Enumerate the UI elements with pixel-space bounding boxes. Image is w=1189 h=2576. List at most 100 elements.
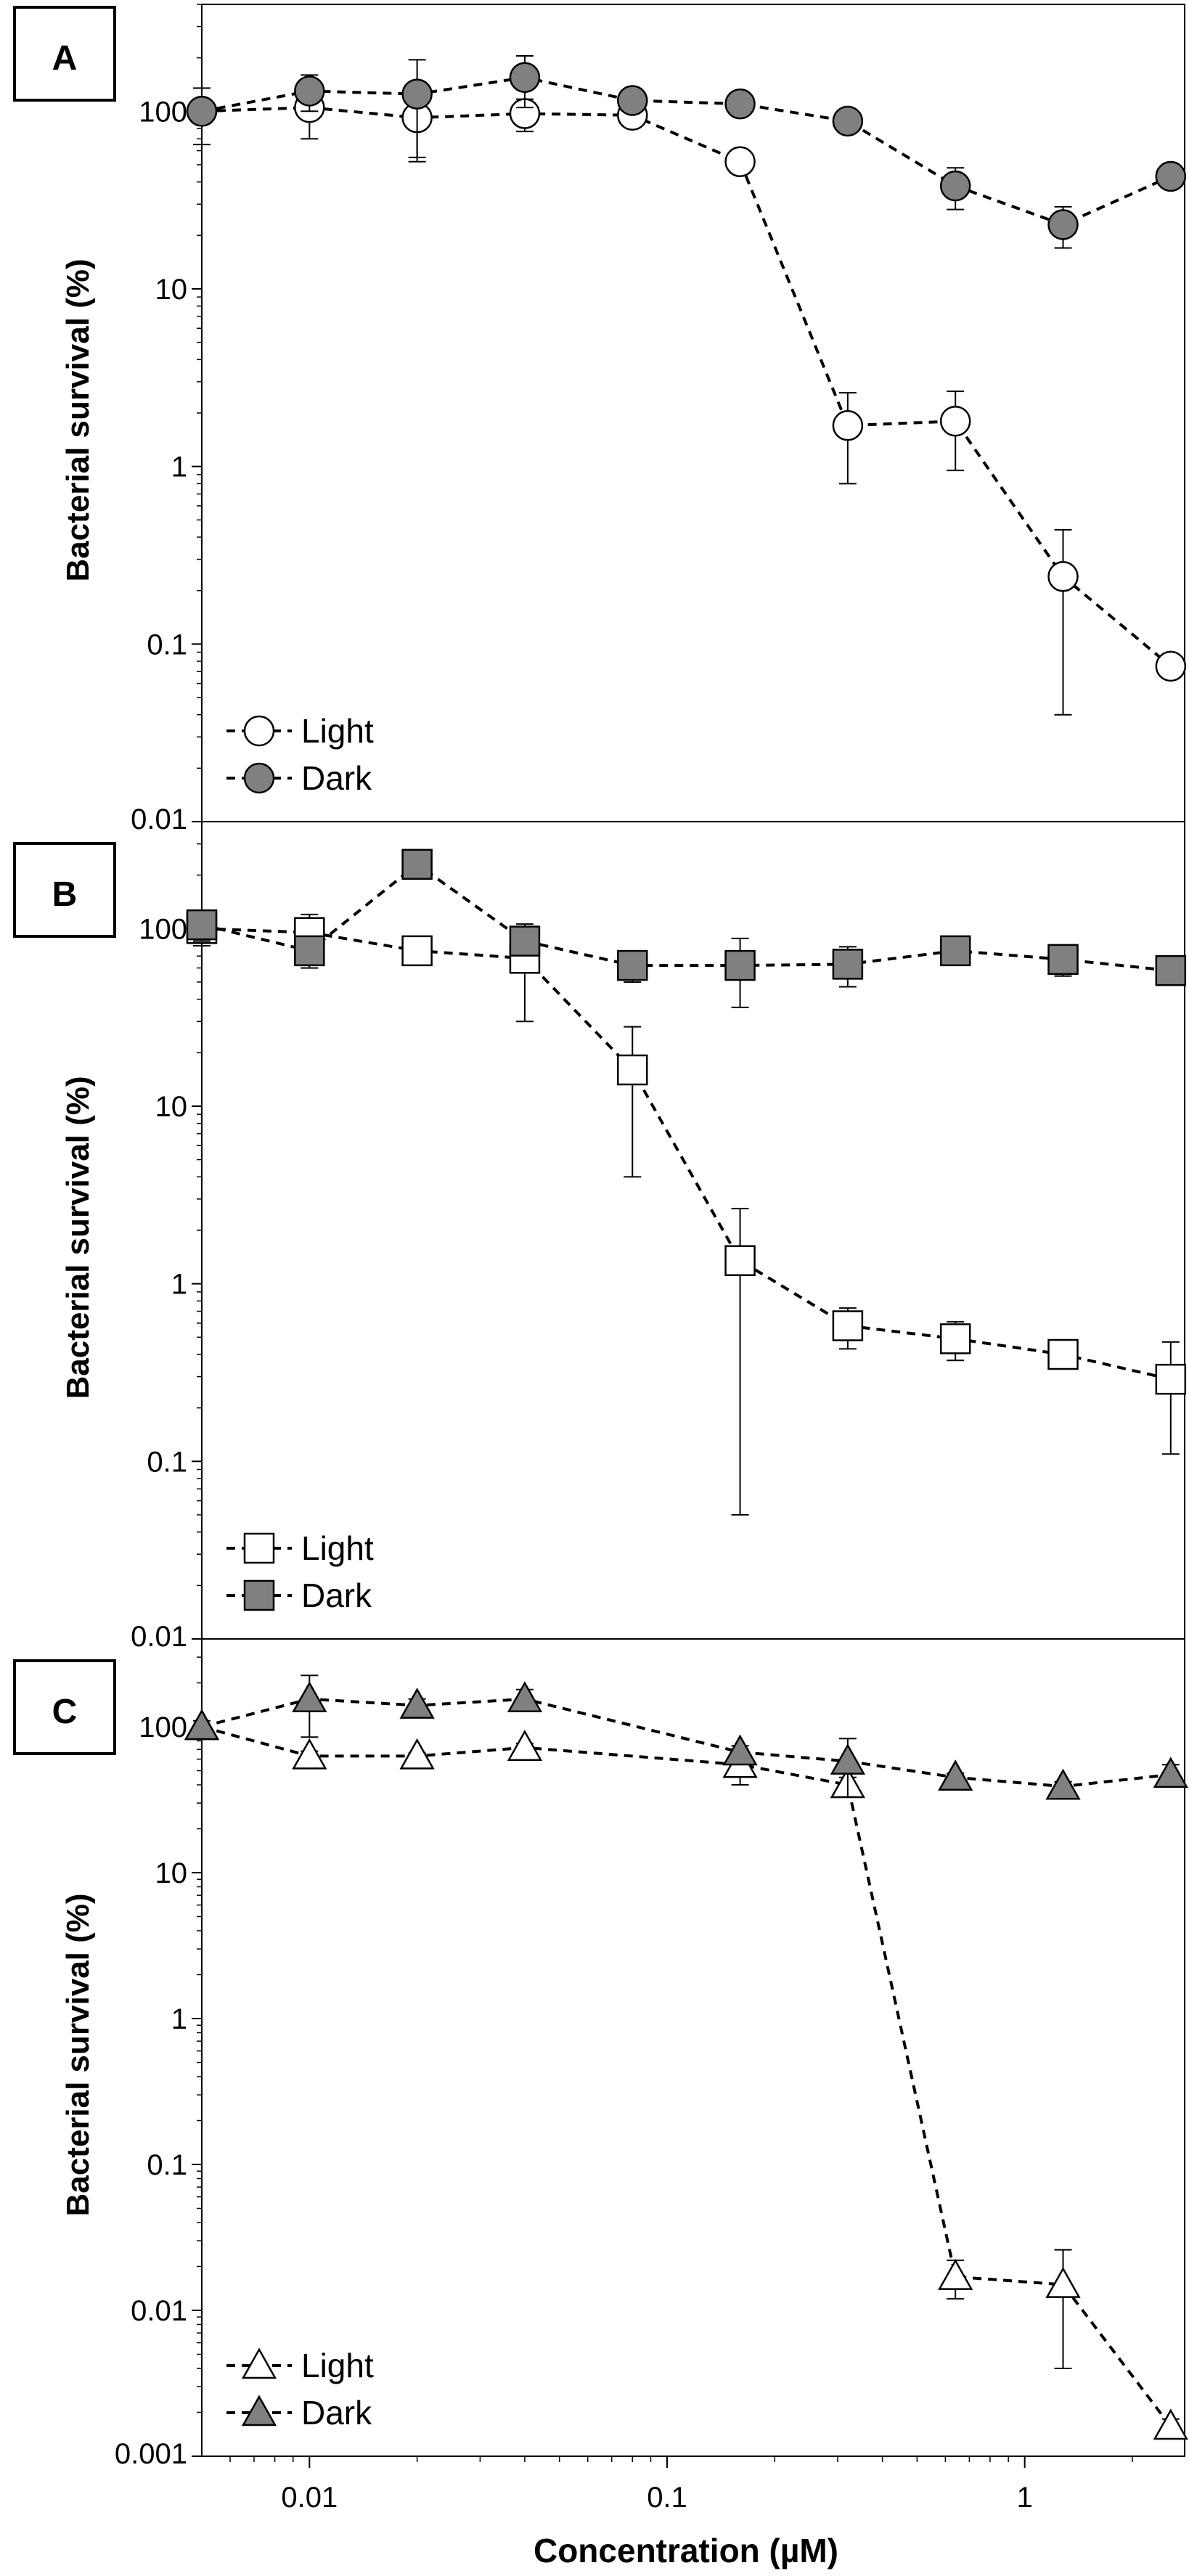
- series-line: [201, 1725, 1172, 2428]
- data-point: [401, 935, 433, 967]
- data-point: [939, 935, 971, 967]
- panel-label: A: [52, 39, 78, 78]
- series-line: [201, 75, 1172, 226]
- panel-b: B Bacterial survival (%) 100 10 1 0.1 0.01 Ligh…: [13, 821, 1187, 1653]
- data-point: [832, 410, 864, 441]
- y-tick-label: 1: [171, 2003, 187, 2035]
- data-point: [832, 1310, 864, 1341]
- data-point: [507, 1681, 543, 1713]
- series-dark: [184, 1675, 1188, 1800]
- series-line: [201, 927, 1172, 1381]
- x-tick-label: 0.1: [647, 2482, 687, 2514]
- data-point: [241, 2395, 277, 2426]
- data-point: [1155, 954, 1187, 986]
- panel-label-box: [13, 1659, 116, 1755]
- legend-label: Dark: [301, 759, 372, 797]
- legend-label: Light: [301, 1529, 374, 1567]
- series-line: [201, 862, 1172, 973]
- y-axis-label: Bacterial survival (%): [60, 1893, 96, 2216]
- x-tick-label: 1: [1017, 2482, 1033, 2514]
- plot-frame: [201, 1638, 1185, 2457]
- data-point: [938, 2259, 973, 2290]
- data-point: [1045, 1768, 1081, 1800]
- data-point: [186, 96, 218, 127]
- y-axis-label: Bacterial survival (%): [60, 258, 96, 581]
- data-point: [1155, 160, 1187, 192]
- data-point: [1045, 2267, 1081, 2298]
- data-point: [1155, 650, 1187, 682]
- data-point: [1047, 209, 1079, 240]
- series-dark: [186, 849, 1187, 1008]
- data-point: [399, 1738, 435, 1770]
- data-point: [724, 949, 756, 981]
- data-point: [938, 1759, 973, 1791]
- y-tick-label: 0.01: [131, 2295, 187, 2327]
- panel-label: C: [52, 1693, 78, 1731]
- data-point: [509, 62, 541, 93]
- panel-label: B: [52, 875, 78, 914]
- data-point: [401, 849, 433, 880]
- series-light: [184, 1709, 1188, 2440]
- data-point: [617, 1054, 648, 1086]
- panel-label-box: [13, 6, 116, 102]
- y-axis-label: Bacterial survival (%): [60, 1076, 96, 1399]
- y-tick-label: 0.001: [115, 2438, 187, 2470]
- data-point: [243, 1579, 275, 1611]
- y-tick-label: 10: [155, 1091, 188, 1123]
- legend-entry: Light: [226, 2347, 374, 2384]
- data-point: [939, 1323, 971, 1354]
- data-point: [939, 405, 971, 437]
- data-point: [292, 1681, 327, 1713]
- y-tick-label: 0.1: [147, 2149, 187, 2181]
- data-point: [724, 88, 756, 120]
- panel-c: C Bacterial survival (%) 100 10 1 0.1 0.01 0.00…: [13, 1638, 1188, 2470]
- y-tick-label: 100: [139, 1712, 187, 1743]
- data-point: [507, 1730, 543, 1761]
- panel-label-box: [13, 842, 116, 938]
- data-point: [243, 1532, 275, 1564]
- series-light: [186, 913, 1187, 1516]
- data-point: [184, 1709, 220, 1741]
- data-point: [617, 949, 648, 981]
- legend-entry: Light: [226, 712, 374, 750]
- series-dark: [186, 55, 1187, 249]
- y-tick-label: 100: [139, 96, 187, 128]
- legend-label: Dark: [301, 2394, 372, 2432]
- y-tick-label: 1: [171, 1269, 187, 1301]
- data-point: [1153, 2408, 1188, 2440]
- data-point: [186, 909, 218, 941]
- data-point: [292, 1738, 327, 1770]
- series-line: [201, 1697, 1172, 1788]
- legend-entry: Light: [226, 1529, 374, 1567]
- data-point: [509, 925, 541, 957]
- data-point: [399, 1688, 435, 1719]
- legend-entry: Dark: [226, 2394, 372, 2432]
- data-point: [1047, 1338, 1079, 1370]
- y-tick-label: 1: [171, 451, 187, 483]
- data-point: [1155, 1363, 1187, 1395]
- legend-label: Dark: [301, 1577, 372, 1614]
- legend-entry: Dark: [226, 759, 372, 797]
- data-point: [724, 146, 756, 178]
- data-point: [939, 170, 971, 202]
- data-point: [1153, 1757, 1188, 1788]
- y-tick-label: 0.01: [131, 1621, 187, 1653]
- y-tick-label: 0.01: [131, 804, 187, 835]
- y-tick-label: 100: [139, 913, 187, 945]
- series-light: [186, 84, 1187, 716]
- data-point: [243, 762, 275, 794]
- data-point: [243, 715, 275, 747]
- y-tick-label: 10: [155, 274, 188, 306]
- y-tick-label: 10: [155, 1857, 188, 1889]
- plot-frame: [201, 821, 1185, 1640]
- data-point: [617, 85, 648, 116]
- panel-a: A Bacterial survival (%) 100 10 1 0.1 0.01 Ligh…: [13, 4, 1187, 835]
- data-point: [294, 75, 325, 107]
- x-tick-label: 0.01: [281, 2482, 338, 2514]
- data-point: [241, 2347, 277, 2379]
- legend-entry: Dark: [226, 1577, 372, 1614]
- y-tick-label: 0.1: [147, 1446, 187, 1478]
- data-point: [1047, 561, 1079, 592]
- data-point: [830, 1743, 866, 1775]
